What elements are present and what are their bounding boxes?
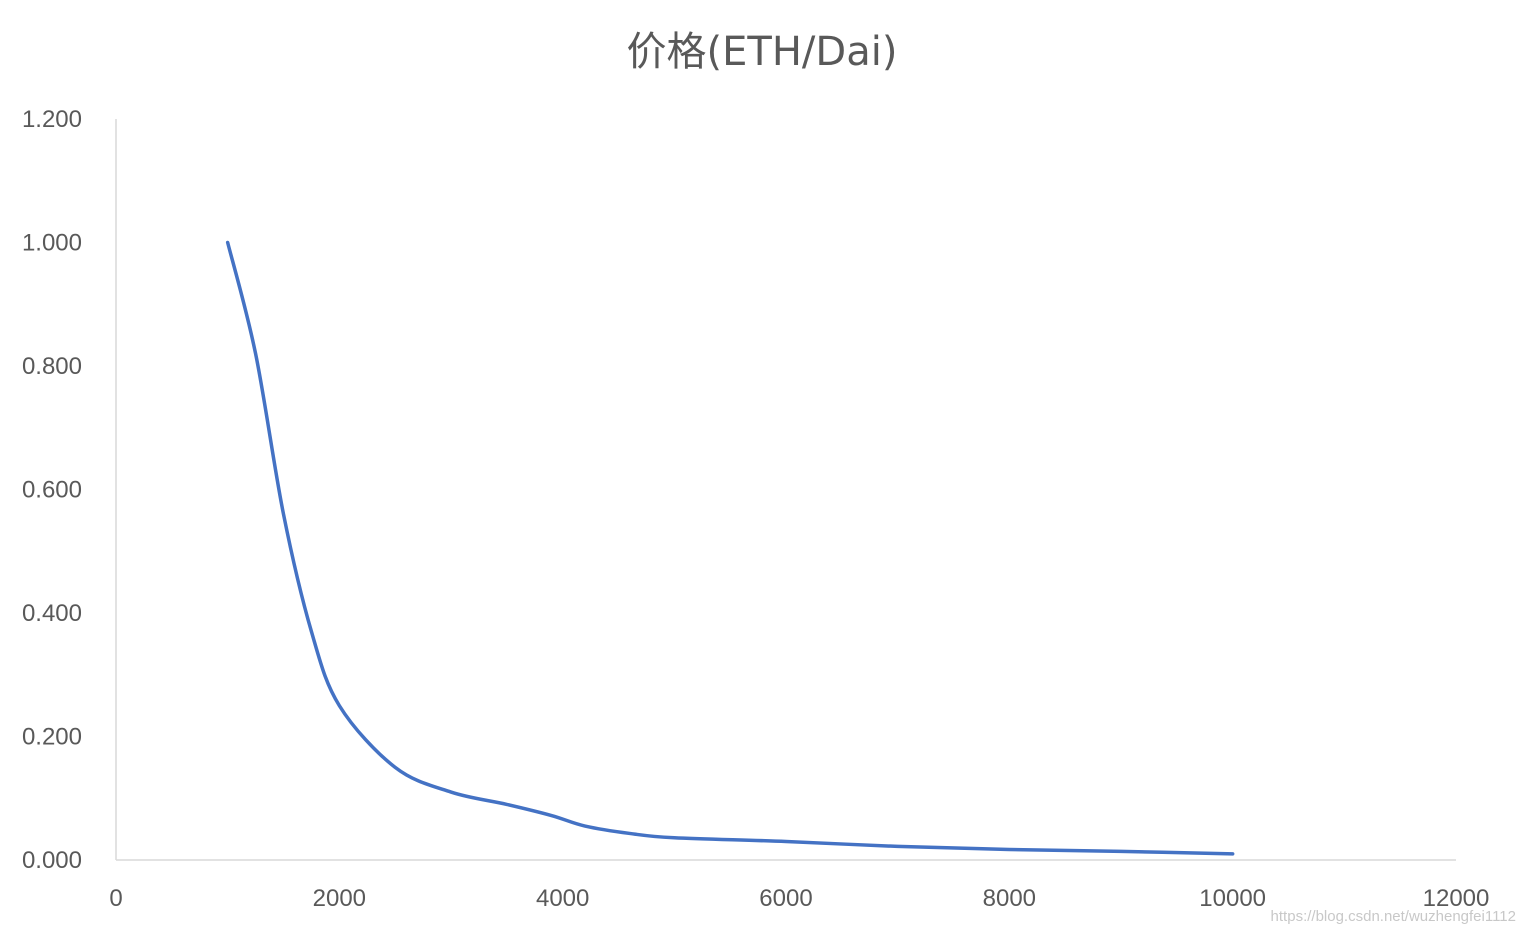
y-tick-label: 1.200 bbox=[22, 106, 82, 133]
series-layer bbox=[225, 240, 1235, 856]
y-tick-label: 0.800 bbox=[22, 353, 82, 380]
y-axis-tick-labels: 0.000 0.200 0.400 0.600 0.800 1.000 1.200 bbox=[22, 106, 82, 874]
x-tick-label: 4000 bbox=[536, 885, 589, 912]
watermark-text: https://blog.csdn.net/wuzhengfei1112 bbox=[1271, 908, 1516, 925]
chart-title: 价格(ETH/Dai) bbox=[627, 29, 898, 75]
y-tick-label: 0.600 bbox=[22, 477, 82, 504]
x-tick-label: 6000 bbox=[759, 885, 812, 912]
x-tick-label: 0 bbox=[109, 885, 122, 912]
series-line bbox=[225, 240, 1235, 856]
x-tick-label: 10000 bbox=[1199, 885, 1266, 912]
x-tick-label: 2000 bbox=[313, 885, 366, 912]
x-tick-label: 12000 bbox=[1423, 885, 1490, 912]
x-tick-label: 8000 bbox=[983, 885, 1036, 912]
x-axis-tick-labels: 0 2000 4000 6000 8000 10000 12000 bbox=[109, 885, 1489, 912]
y-tick-label: 0.200 bbox=[22, 724, 82, 751]
y-tick-label: 1.000 bbox=[22, 230, 82, 257]
y-tick-label: 0.400 bbox=[22, 600, 82, 627]
y-tick-label: 0.000 bbox=[22, 847, 82, 874]
